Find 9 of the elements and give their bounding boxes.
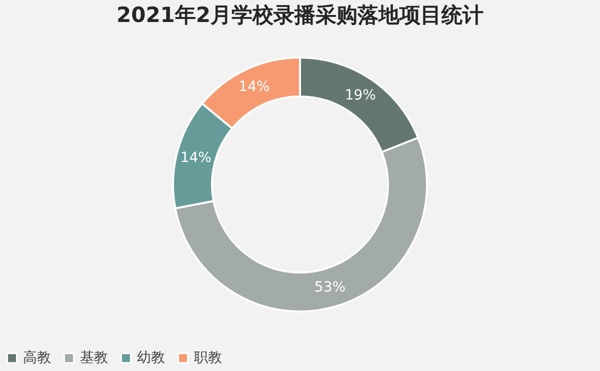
legend-label: 职教 [194, 350, 222, 366]
chart-title: 2021年2月学校录播采购落地项目统计 [116, 3, 484, 27]
legend-label: 高教 [23, 350, 51, 366]
legend-label: 基教 [80, 350, 108, 366]
legend-label: 幼教 [137, 350, 165, 366]
data-label: 14% [180, 150, 212, 166]
data-label: 19% [344, 88, 376, 104]
data-label: 14% [238, 79, 270, 96]
data-label: 53% [314, 280, 346, 296]
